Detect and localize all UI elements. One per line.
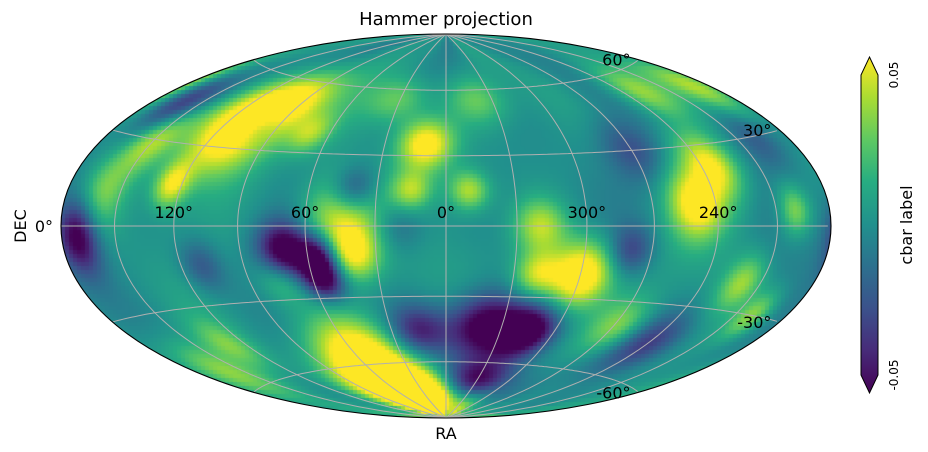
dec-tick-label: -30° <box>737 313 771 332</box>
graticule-ra-line <box>173 34 447 418</box>
graticule-ra-line <box>445 34 779 418</box>
dec-tick-label: 0° <box>35 217 53 236</box>
colorbar: 0.05 -0.05 cbar label <box>860 55 916 395</box>
graticule-ra-line <box>445 34 518 418</box>
y-axis-label: DEC <box>11 209 30 243</box>
graticule-ra-line <box>304 34 447 418</box>
graticule-ra-line <box>113 34 447 418</box>
colorbar-label: cbar label <box>897 185 916 264</box>
graticule-ra-line <box>237 34 447 418</box>
graticule <box>61 34 828 418</box>
map-boundary <box>60 33 832 419</box>
ra-tick-label: 120° <box>155 203 194 222</box>
colorbar-max-label: 0.05 <box>887 62 901 89</box>
ra-tick-label: 0° <box>437 203 455 222</box>
ra-tick-label: 300° <box>568 203 607 222</box>
graticule-ra-line <box>445 34 655 418</box>
chart-title: Hammer projection <box>359 9 533 30</box>
ra-tick-label: 240° <box>699 203 738 222</box>
graticule-ra-line <box>445 34 588 418</box>
dec-tick-label: -60° <box>596 383 630 402</box>
colorbar-min-label: -0.05 <box>887 359 901 390</box>
graticule-ra-line <box>445 34 719 418</box>
x-axis-label: RA <box>435 424 456 443</box>
dec-tick-label: 60° <box>602 51 630 70</box>
graticule-ra-line <box>374 34 447 418</box>
dec-tick-label: 30° <box>743 121 771 140</box>
tick-labels: 120° 60° 0° 300° 240° 60° 30° 0° -30° -60° <box>35 51 772 403</box>
ra-tick-label: 60° <box>291 203 319 222</box>
colorbar-gradient <box>860 55 879 395</box>
